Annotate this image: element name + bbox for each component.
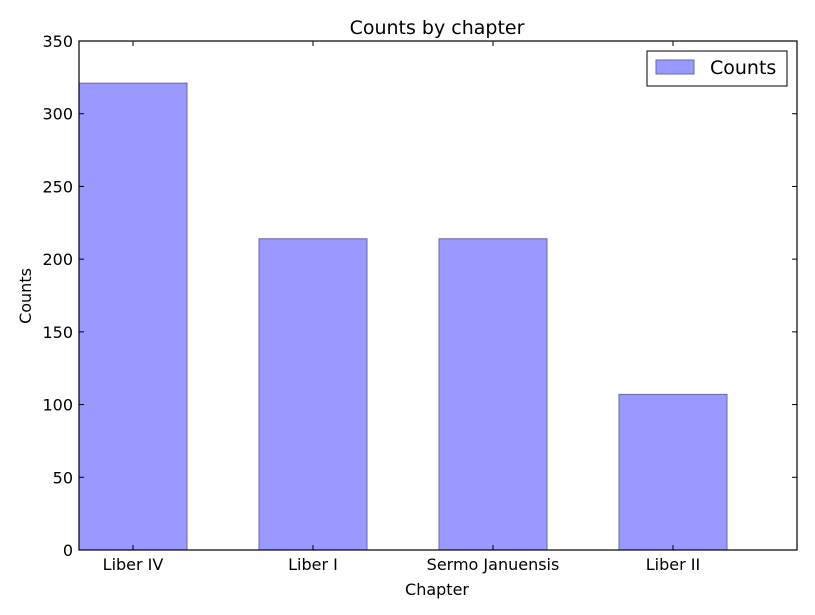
bars-group	[78, 82, 728, 551]
y-tick-label: 250	[42, 177, 73, 196]
x-tick-label: Liber II	[646, 555, 700, 574]
y-tick-label: 100	[42, 396, 73, 415]
x-tick-label: Sermo Januensis	[427, 555, 560, 574]
y-tick-label: 200	[42, 250, 73, 269]
chart-title: Counts by chapter	[350, 17, 525, 39]
legend-swatch	[655, 59, 695, 75]
legend-label: Counts	[710, 57, 776, 79]
y-tick-label: 50	[53, 468, 73, 487]
legend: Counts	[646, 50, 788, 87]
y-axis-ticks: 0 50 100 150 200 250 300 350	[42, 32, 797, 560]
bar-liber-iv	[78, 82, 188, 551]
bar-liber-ii	[618, 393, 728, 551]
x-tick-label: Liber IV	[103, 555, 164, 574]
x-axis-label: Chapter	[405, 580, 469, 599]
plot-frame	[78, 40, 798, 551]
y-axis-label: Counts	[16, 268, 35, 324]
bar-sermo-januensis	[438, 238, 548, 551]
y-tick-label: 150	[42, 323, 73, 342]
x-tick-label: Liber I	[288, 555, 338, 574]
bar-liber-i	[258, 238, 368, 551]
y-tick-label: 300	[42, 105, 73, 124]
y-tick-label: 0	[63, 541, 73, 560]
y-tick-label: 350	[42, 32, 73, 51]
x-axis-ticks: Liber IV Liber I Sermo Januensis Liber II	[103, 41, 700, 574]
